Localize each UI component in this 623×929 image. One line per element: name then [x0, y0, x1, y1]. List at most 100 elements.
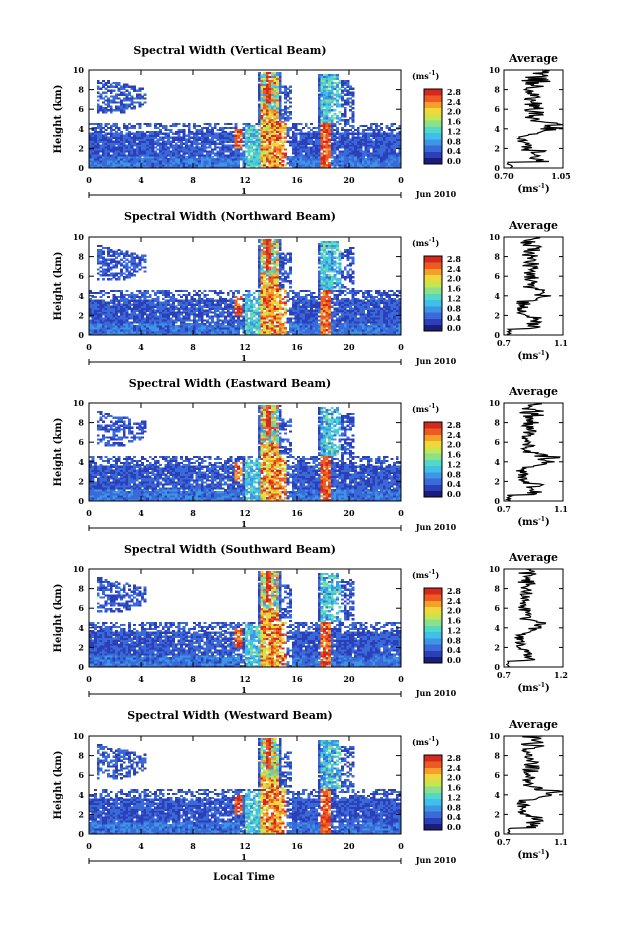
heatmap-cell: [252, 313, 256, 316]
heatmap-cell: [260, 240, 264, 244]
heatmap-cell: [128, 323, 131, 326]
heatmap-cell: [260, 311, 264, 314]
heatmap-cell: [349, 166, 352, 169]
heatmap-cell: [398, 156, 402, 159]
heatmap-cell: [122, 260, 126, 263]
heatmap-cell: [330, 83, 334, 86]
heatmap-cell: [122, 301, 126, 304]
heatmap-cell: [320, 140, 324, 143]
heatmap-cell: [362, 128, 365, 132]
heatmap-cell: [297, 162, 300, 165]
heatmap-cell: [268, 126, 272, 130]
heatmap-cell: [237, 128, 241, 132]
heatmap-cell: [193, 164, 196, 167]
heatmap-cell: [115, 311, 118, 314]
heatmap-cell: [143, 297, 147, 301]
heatmap-cell: [268, 262, 272, 265]
heatmap-cell: [151, 303, 155, 306]
heatmap-cell: [96, 315, 100, 318]
heatmap-cell: [91, 307, 95, 310]
heatmap-cell: [148, 325, 152, 328]
heatmap-cell: [372, 152, 376, 155]
heatmap-cell: [193, 305, 196, 308]
heatmap-cell: [128, 91, 131, 94]
heatmap-cell: [265, 85, 269, 88]
heatmap-cell: [367, 132, 371, 135]
heatmap-cell: [99, 315, 103, 318]
heatmap-cell: [161, 327, 165, 330]
heatmap-cell: [151, 311, 155, 314]
heatmap-cell: [260, 87, 264, 90]
heatmap-cell: [323, 156, 326, 159]
heatmap-cell: [320, 119, 324, 122]
heatmap-cell: [161, 156, 165, 159]
heatmap-cell: [328, 99, 332, 102]
heatmap-cell: [146, 124, 150, 128]
heatmap-cell: [382, 150, 386, 153]
heatmap-cell: [213, 154, 217, 157]
heatmap-cell: [213, 132, 217, 135]
heatmap-cell: [278, 150, 282, 153]
heatmap-cell: [265, 75, 269, 79]
heatmap-cell: [372, 122, 376, 126]
heatmap-cell: [273, 319, 277, 322]
heatmap-cell: [122, 256, 126, 259]
heatmap-cell: [167, 331, 170, 334]
heatmap-cell: [276, 126, 280, 130]
heatmap-cell: [252, 333, 256, 336]
heatmap-cell: [255, 142, 259, 145]
heatmap-cell: [372, 158, 376, 161]
heatmap-cell: [89, 142, 92, 145]
heatmap-cell: [96, 254, 100, 257]
heatmap-cell: [265, 91, 269, 94]
heatmap-cell: [273, 329, 277, 332]
heatmap-cell: [122, 327, 126, 330]
heatmap-cell: [187, 138, 191, 141]
heatmap-cell: [284, 132, 287, 135]
heatmap-cell: [169, 291, 173, 295]
heatmap-cell: [115, 289, 118, 293]
heatmap-cell: [276, 268, 280, 271]
heatmap-cell: [377, 156, 381, 159]
heatmap-cell: [367, 154, 371, 157]
heatmap-cell: [219, 148, 222, 151]
heatmap-cell: [195, 333, 199, 336]
heatmap-cell: [94, 122, 98, 126]
heatmap-cell: [172, 293, 176, 297]
heatmap-cell: [135, 303, 139, 306]
heatmap-cell: [338, 144, 342, 147]
heatmap-cell: [273, 128, 277, 132]
heatmap-cell: [146, 327, 150, 330]
heatmap-cell: [393, 134, 397, 137]
heatmap-cell: [336, 101, 339, 104]
heatmap-cell: [299, 166, 303, 169]
heatmap-cell: [237, 140, 241, 143]
heatmap-cell: [271, 325, 274, 328]
heatmap-cell: [125, 289, 129, 293]
heatmap-cell: [276, 254, 280, 257]
heatmap-cell: [213, 307, 217, 310]
heatmap-cell: [278, 79, 282, 83]
heatmap-cell: [237, 160, 241, 163]
heatmap-cell: [120, 272, 124, 275]
heatmap-cell: [109, 158, 113, 161]
heatmap-cell: [367, 166, 371, 169]
heatmap-cell: [193, 297, 196, 301]
heatmap-cell: [206, 122, 209, 126]
heatmap-cell: [349, 124, 352, 128]
heatmap-cell: [107, 278, 111, 281]
heatmap-cell: [229, 331, 233, 334]
heatmap-cell: [211, 138, 215, 141]
heatmap-cell: [96, 144, 100, 147]
heatmap-cell: [182, 327, 186, 330]
heatmap-cell: [156, 166, 160, 169]
heatmap-cell: [112, 144, 116, 147]
heatmap-cell: [156, 331, 160, 334]
heatmap-cell: [273, 289, 277, 293]
heatmap-cell: [239, 325, 243, 328]
heatmap-cell: [263, 152, 267, 155]
heatmap-cell: [156, 130, 160, 134]
heatmap-cell: [276, 295, 280, 299]
heatmap-cell: [260, 117, 264, 120]
heatmap-cell: [302, 156, 306, 159]
